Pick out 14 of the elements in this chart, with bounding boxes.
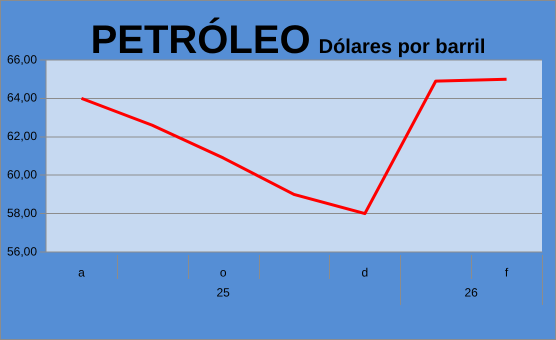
- y-tick-label: 66,00: [7, 52, 38, 66]
- text: 25: [216, 285, 230, 300]
- y-tick-label: 60,00: [7, 168, 38, 182]
- chart-subtitle: Dólares por barril: [318, 36, 486, 58]
- x-tick-label: a: [78, 266, 86, 280]
- text: 26: [464, 285, 478, 300]
- chart-title: PETRÓLEO: [90, 17, 311, 62]
- y-tick-label: 56,00: [7, 244, 38, 258]
- x-tick-label: o: [220, 266, 227, 280]
- y-tick-label: 64,00: [7, 90, 38, 105]
- y-tick-label: 58,00: [7, 206, 38, 220]
- x-tick-label: d: [362, 266, 368, 280]
- y-tick-label: 62,00: [7, 129, 38, 144]
- x-tick-label: f: [504, 266, 509, 280]
